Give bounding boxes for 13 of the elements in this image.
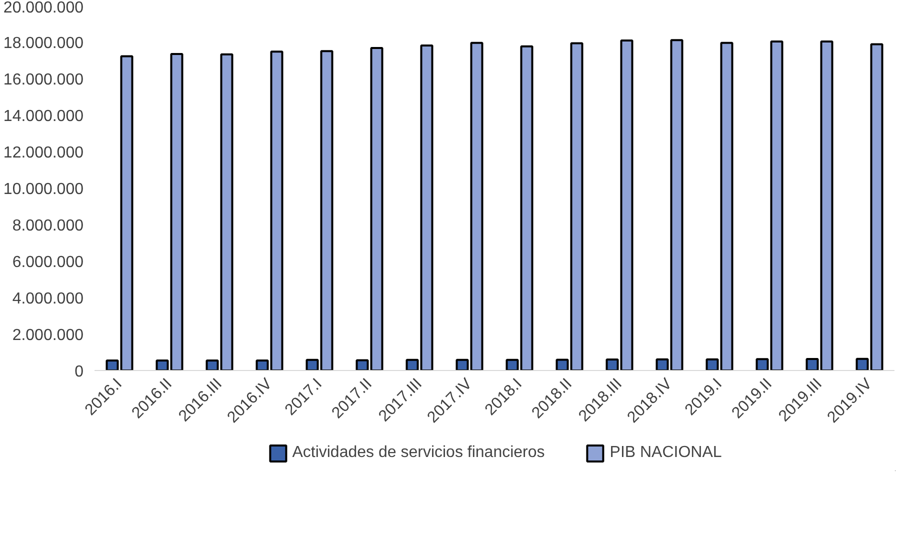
legend-label: Actividades de servicios financieros <box>292 444 545 462</box>
y-tick-label: 4.000.000 <box>12 290 84 308</box>
y-tick-label: 0 <box>74 364 84 380</box>
y-tick-label: 12.000.000 <box>3 144 84 162</box>
legend-label: PIB NACIONAL <box>610 444 722 462</box>
y-tick-label: 18.000.000 <box>3 35 84 52</box>
y-tick-label: 6.000.000 <box>12 254 84 271</box>
y-tick-label: 14.000.000 <box>3 108 84 125</box>
y-tick-label: 20.000.000 <box>3 0 84 16</box>
y-tick-label: 8.000.000 <box>12 218 84 234</box>
y-tick-label: 16.000.000 <box>3 72 84 88</box>
y-tick-label: 2.000.000 <box>12 327 84 344</box>
y-tick-label: 10.000.000 <box>3 181 84 198</box>
